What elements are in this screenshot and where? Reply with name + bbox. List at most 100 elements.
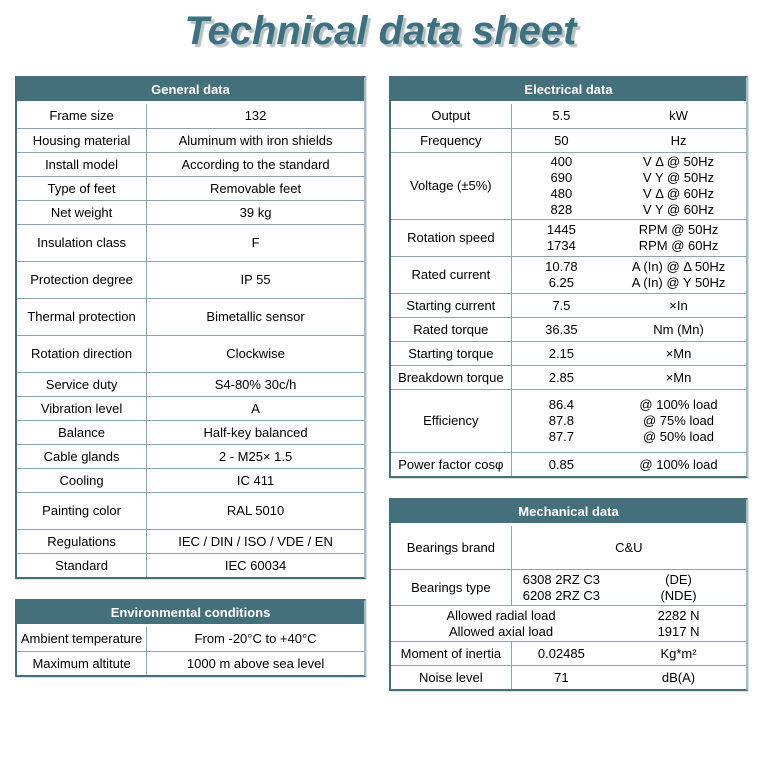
table-row: Thermal protection Bimetallic sensor [17,298,364,335]
row-value: 2.15 [512,342,611,365]
table-row: Balance Half-key balanced [17,420,364,444]
table-row: Voltage (±5%) 400 690 480 828 V Δ @ 50Hz V Y @… [391,152,746,219]
row-label: Cooling [17,469,148,492]
row-value: 7.5 [512,294,611,317]
environmental-conditions-table: Environmental conditions Ambient tempera… [15,599,366,677]
row-value: IP 55 [240,272,271,287]
electrical-data-table: Electrical data Output 5.5 kW Frequency 50 Hz… [389,76,748,478]
row-label: Allowed radial load Allowed axial load [391,606,611,641]
table-row: Breakdown torque 2.85 ×Mn [391,365,746,389]
row-unit: 2282 N 1917 N [611,606,746,641]
row-value-line: 2.85 [548,369,575,385]
row-value-line: 10.78 [545,259,578,274]
page-title: Technical data sheet [184,9,577,53]
row-unit-line: A (In) @ Y 50Hz [631,275,726,290]
table-row: Efficiency 86.4 87.8 87.7 @ 100% load @ 75% l… [391,389,746,452]
content-columns: General data Frame size 132 Housing materi… [0,76,761,691]
table-title: General data [17,78,364,101]
row-label-line: Allowed radial load [446,607,556,623]
row-label: Standard [17,554,148,577]
row-value-line: 828 [550,202,573,217]
row-unit-line: V Y @ 60Hz [642,202,715,217]
row-unit-line: @ 75% load [643,413,715,428]
row-value-line: 0.02485 [537,645,585,661]
row-label: Service duty [17,373,148,396]
row-unit: V Δ @ 50Hz V Y @ 50Hz V Δ @ 60Hz V Y @ 60Hz [611,153,746,219]
row-value-line: 87.8 [548,413,575,428]
row-label: Frequency [391,129,512,152]
row-unit-line: Hz [670,132,687,148]
row-label: Efficiency [391,390,512,452]
table-row: Noise level 71 dB(A) [391,665,746,689]
table-row: Cable glands 2 - M25× 1.5 [17,444,364,468]
row-value: Aluminum with iron shields [178,132,333,148]
row-unit: @ 100% load [611,453,746,476]
row-label: Voltage (±5%) [391,153,512,219]
table-row: Ambient temperature From -20°C to +40°C [17,627,364,651]
row-label: Insulation class [17,225,148,261]
row-unit-line: RPM @ 60Hz [638,238,719,253]
row-unit: ×Mn [611,342,746,365]
row-unit-line: @ 100% load [639,397,718,412]
row-label: Starting current [391,294,512,317]
table-row: Frame size 132 [17,104,364,128]
table-title: Mechanical data [391,500,746,523]
table-row: Bearings brand C&U [391,526,746,569]
table-row: Starting torque 2.15 ×Mn [391,341,746,365]
row-value-line: 400 [550,154,573,169]
table-row: Starting current 7.5 ×In [391,293,746,317]
mechanical-data-table: Mechanical data Bearings brand C&U Bearing… [389,498,748,691]
row-label: Vibration level [17,397,148,420]
table-row: Moment of inertia 0.02485 Kg*m² [391,641,746,665]
row-value-line: 6308 2RZ C3 [522,571,601,587]
row-value: IEC 60034 [224,557,287,573]
row-value-line: 7.5 [552,297,571,313]
row-label-line: Allowed axial load [449,623,554,639]
table-row: Housing material Aluminum with iron shiel… [17,128,364,152]
row-unit-line: RPM @ 50Hz [638,222,719,237]
table-row: Painting color RAL 5010 [17,492,364,529]
row-unit-line: Nm (Mn) [653,321,704,337]
row-unit-line: A (In) @ Δ 50Hz [631,259,726,274]
row-unit-line: ×Mn [665,369,692,385]
row-value: 50 [512,129,611,152]
row-unit-line: ×Mn [665,345,692,361]
row-label: Painting color [17,493,148,529]
row-unit-line: kW [669,108,688,123]
row-value: 1000 m above sea level [186,655,325,671]
row-label: Balance [17,421,148,444]
row-label: Breakdown torque [391,366,512,389]
row-label: Rotation speed [391,220,512,256]
row-unit-line: V Δ @ 60Hz [643,186,715,201]
row-label: Rotation direction [17,336,148,372]
row-value-line: 6.25 [548,275,575,290]
row-value: S4-80% 30c/h [214,376,297,392]
row-value: Removable feet [210,180,302,196]
row-label: Housing material [17,129,148,152]
right-column: Electrical data Output 5.5 kW Frequency 50 Hz… [389,76,748,691]
table-row: Service duty S4-80% 30c/h [17,372,364,396]
row-unit-line: V Y @ 50Hz [642,170,715,185]
table-rows: Frame size 132 Housing material Aluminum wi… [17,104,364,577]
row-label: Rated torque [391,318,512,341]
row-value-line: 1734 [546,238,576,253]
table-row: Frequency 50 Hz [391,128,746,152]
row-unit: RPM @ 50Hz RPM @ 60Hz [611,220,746,256]
table-row: Vibration level A [17,396,364,420]
table-title: Environmental conditions [17,601,364,624]
table-row: Insulation class F [17,224,364,261]
row-value-line: 1445 [546,222,576,237]
row-unit: @ 100% load @ 75% load @ 50% load [611,390,746,452]
row-label: Install model [17,153,148,176]
row-label: Protection degree [17,262,148,298]
table-row: Allowed radial load Allowed axial load 228… [391,605,746,641]
row-value: 39 kg [239,204,272,220]
table-row: Net weight 39 kg [17,200,364,224]
row-value: IEC / DIN / ISO / VDE / EN [178,533,333,549]
row-value: From -20°C to +40°C [194,631,317,646]
row-value: 1445 1734 [512,220,611,256]
row-value: F [251,235,260,250]
row-value-line: 0.85 [548,456,575,472]
row-value: 2 - M25× 1.5 [218,448,293,464]
row-unit: A (In) @ Δ 50Hz A (In) @ Y 50Hz [611,257,746,293]
